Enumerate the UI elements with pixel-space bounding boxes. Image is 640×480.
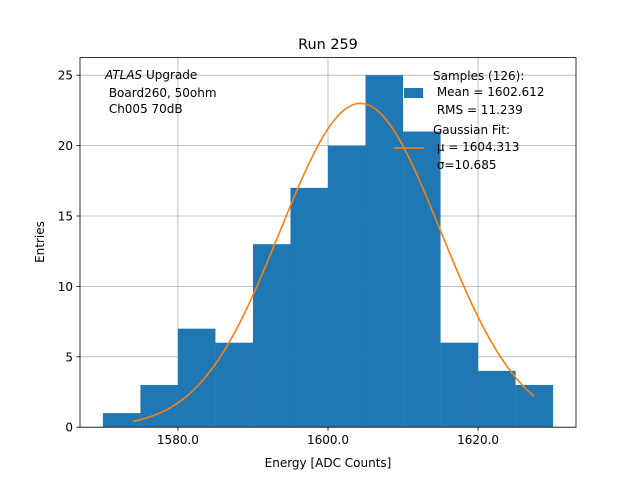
x-tick-label-1: 1600.0 [307,433,349,447]
histogram-bar-5 [290,187,328,428]
y-axis-ticks: 0 5 10 15 20 25 [58,69,80,435]
x-tick-label-2: 1620.0 [457,433,499,447]
y-tick-label-2: 10 [58,280,73,294]
y-tick-label-1: 5 [65,350,73,364]
legend-samples-line-1: Samples (126): [433,69,524,83]
y-tick-label-3: 15 [58,210,73,224]
y-tick-label-4: 20 [58,139,73,153]
chart-title: Run 259 [298,37,358,53]
annotation-line-1: ATLAS Upgrade [104,68,197,82]
histogram-bar-9 [440,342,479,428]
atlas-annotation: ATLAS Upgrade Board260, 50ohm Ch005 70dB [104,68,217,116]
legend-fit-line-1: Gaussian Fit: [433,123,510,137]
legend-fit-line-2: μ = 1604.313 [433,140,519,154]
x-tick-label-0: 1580.0 [157,433,199,447]
legend-samples-patch [404,88,423,98]
histogram-bar-7 [365,75,404,428]
histogram-bar-0 [102,413,141,428]
histogram-bar-4 [252,244,291,428]
annotation-atlas-italic: ATLAS [104,68,143,82]
histogram-bar-3 [215,342,253,428]
gaussian-fit-curve [132,102,535,423]
y-axis-label: Entries [33,221,47,263]
annotation-line-2: Board260, 50ohm [105,86,217,100]
histogram-bars [102,75,554,428]
histogram-bar-11 [515,384,554,428]
histogram-bar-2 [177,328,216,428]
x-axis-label: Energy [ADC Counts] [265,456,392,470]
legend-samples-line-2: Mean = 1602.612 [433,85,544,99]
histogram-bar-8 [403,131,441,428]
x-axis-ticks: 1580.0 1600.0 1620.0 [157,427,499,447]
histogram-bar-6 [328,145,366,428]
legend: Samples (126): Mean = 1602.612 RMS = 11.… [394,69,544,172]
annotation-upgrade: Upgrade [142,68,197,82]
y-tick-label-0: 0 [65,421,73,435]
histogram-bar-10 [478,370,516,428]
legend-samples-line-3: RMS = 11.239 [433,103,523,117]
annotation-line-3: Ch005 70dB [105,102,183,116]
legend-fit-line-3: σ=10.685 [433,158,496,172]
y-tick-label-5: 25 [58,69,73,83]
